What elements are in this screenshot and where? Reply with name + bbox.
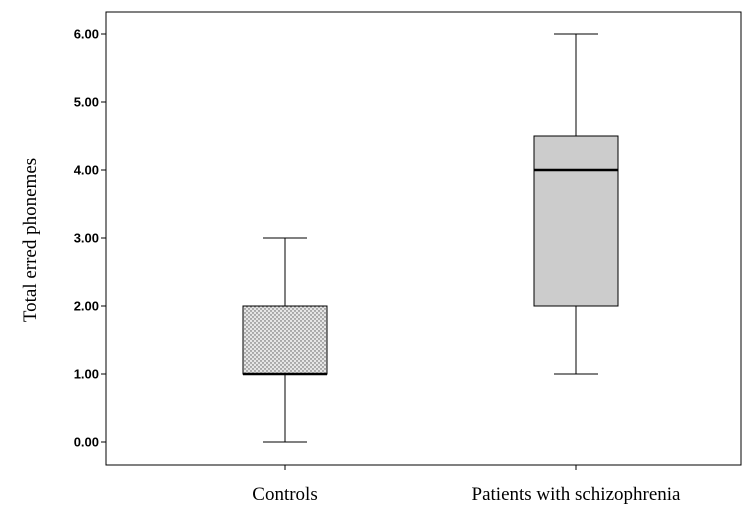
y-tick-label: 1.00: [74, 367, 99, 382]
y-tick-label: 3.00: [74, 231, 99, 246]
x-tick-label: Controls: [252, 484, 317, 505]
iqr-box: [242, 305, 328, 375]
y-tick-label: 4.00: [74, 163, 99, 178]
x-tick-label: Patients with schizophrenia: [472, 484, 682, 505]
y-tick-label: 5.00: [74, 95, 99, 110]
y-tick-label: 6.00: [74, 27, 99, 42]
y-axis-title: Total erred phonemes: [20, 158, 41, 322]
box-controls: [242, 237, 328, 443]
box-patients: [533, 33, 619, 375]
plot-frame: [105, 11, 742, 466]
iqr-box: [533, 135, 619, 307]
y-tick-label: 0.00: [74, 435, 99, 450]
y-axis: 0.00 1.00 2.00 3.00 4.00 5.00 6.00: [74, 27, 106, 450]
x-axis: Controls Patients with schizophrenia: [252, 465, 681, 505]
y-tick-label: 2.00: [74, 299, 99, 314]
boxes: [242, 33, 619, 443]
